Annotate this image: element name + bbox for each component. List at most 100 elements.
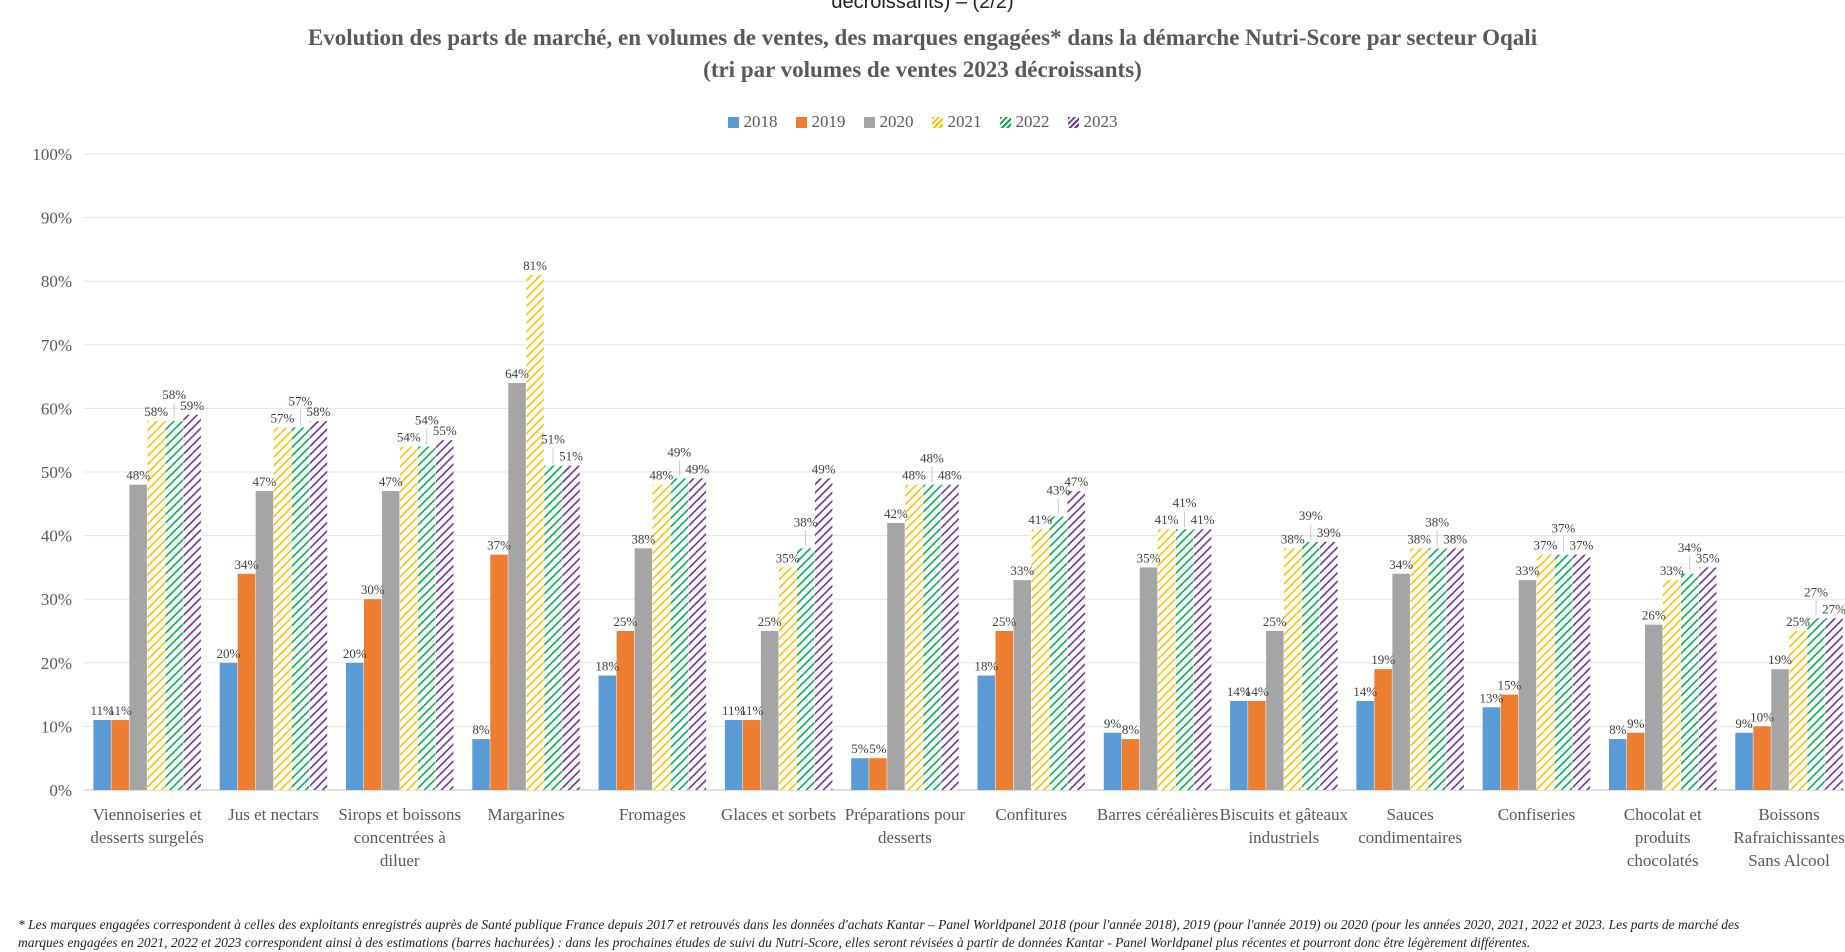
data-label: 9% bbox=[1627, 716, 1645, 731]
legend-label: 2022 bbox=[1015, 112, 1050, 131]
data-label: 8% bbox=[1609, 722, 1627, 737]
bar-2021 bbox=[1789, 631, 1807, 790]
data-label: 20% bbox=[217, 646, 241, 661]
data-label: 10% bbox=[1750, 709, 1774, 724]
data-label: 33% bbox=[1516, 563, 1540, 578]
bar-2021 bbox=[778, 567, 797, 790]
bar-2019 bbox=[1500, 694, 1519, 790]
x-category-label: desserts surgelés bbox=[90, 828, 203, 847]
y-tick-label: 80% bbox=[41, 272, 72, 291]
data-label: 37% bbox=[1534, 538, 1558, 553]
legend-label: 2020 bbox=[879, 112, 914, 131]
x-category-label: Boissons bbox=[1758, 805, 1819, 824]
x-category-label: chocolatés bbox=[1627, 851, 1699, 870]
bar-2023 bbox=[1572, 554, 1591, 790]
bar-2018 bbox=[1609, 739, 1627, 790]
bar-2022 bbox=[1049, 516, 1067, 790]
bar-2023 bbox=[814, 478, 833, 790]
data-label: 38% bbox=[1407, 531, 1431, 546]
bar-2022 bbox=[923, 484, 941, 790]
data-label: 38% bbox=[1443, 531, 1467, 546]
data-label: 9% bbox=[1735, 716, 1753, 731]
data-label: 59% bbox=[180, 398, 204, 413]
data-label: 47% bbox=[1064, 474, 1088, 489]
bar-2021 bbox=[273, 427, 292, 790]
data-label: 35% bbox=[1137, 550, 1161, 565]
legend-item-2022: 2022 bbox=[999, 112, 1050, 132]
bar-2021 bbox=[147, 421, 165, 790]
bar-2019 bbox=[490, 554, 508, 790]
data-label: 8% bbox=[1122, 722, 1140, 737]
bar-2018 bbox=[977, 675, 995, 790]
bar-2019 bbox=[869, 758, 887, 790]
data-label: 43% bbox=[1046, 483, 1070, 498]
data-label: 14% bbox=[1245, 684, 1269, 699]
data-label: 48% bbox=[902, 468, 926, 483]
y-tick-label: 40% bbox=[41, 527, 72, 546]
x-category-label: Barres céréalières bbox=[1097, 805, 1218, 824]
data-label: 19% bbox=[1371, 652, 1395, 667]
legend-swatch bbox=[931, 116, 943, 128]
data-label: 14% bbox=[1353, 684, 1377, 699]
x-category-label: Confiseries bbox=[1498, 805, 1575, 824]
bar-2021 bbox=[1410, 548, 1428, 790]
x-category-label: Margarines bbox=[487, 805, 564, 824]
y-tick-label: 70% bbox=[41, 336, 72, 355]
bar-2018 bbox=[219, 662, 238, 790]
x-category-label: Glaces et sorbets bbox=[721, 805, 836, 824]
bar-2020 bbox=[634, 548, 653, 790]
data-label: 39% bbox=[1317, 525, 1341, 540]
bar-2019 bbox=[995, 631, 1013, 790]
data-label: 18% bbox=[595, 659, 619, 674]
bar-2023 bbox=[1193, 529, 1212, 790]
bar-2018 bbox=[851, 758, 869, 790]
data-label: 34% bbox=[1389, 557, 1413, 572]
bar-2018 bbox=[1230, 700, 1248, 790]
bar-2018 bbox=[724, 720, 743, 790]
bar-2019 bbox=[111, 720, 129, 790]
bar-2020 bbox=[1013, 580, 1031, 790]
x-category-label: Biscuits et gâteaux bbox=[1220, 805, 1349, 824]
bar-2023 bbox=[1825, 618, 1843, 790]
data-label: 8% bbox=[472, 722, 490, 737]
data-label: 39% bbox=[1299, 508, 1323, 523]
data-label: 27% bbox=[1804, 584, 1828, 599]
data-label: 14% bbox=[1227, 684, 1251, 699]
bar-2022 bbox=[796, 548, 815, 790]
bar-2019 bbox=[1627, 732, 1645, 790]
bar-2023 bbox=[562, 465, 580, 790]
data-label: 51% bbox=[541, 432, 565, 447]
bar-2022 bbox=[1807, 618, 1825, 790]
data-label: 11% bbox=[90, 703, 114, 718]
x-category-label: Jus et nectars bbox=[228, 805, 319, 824]
bar-2020 bbox=[760, 631, 779, 790]
x-category-label: condimentaires bbox=[1358, 828, 1462, 847]
x-category-label: Chocolat et bbox=[1624, 805, 1702, 824]
data-label: 41% bbox=[1028, 512, 1052, 527]
bar-2022 bbox=[670, 478, 689, 790]
data-label: 81% bbox=[523, 258, 547, 273]
data-label: 18% bbox=[974, 659, 998, 674]
data-label: 25% bbox=[1786, 614, 1810, 629]
bar-2020 bbox=[129, 484, 147, 790]
y-tick-label: 20% bbox=[41, 654, 72, 673]
bar-2019 bbox=[364, 599, 382, 790]
data-label: 33% bbox=[1010, 563, 1034, 578]
x-category-label: Rafraichissantes bbox=[1733, 828, 1844, 847]
y-tick-label: 100% bbox=[32, 145, 72, 164]
bar-2022 bbox=[1681, 573, 1699, 790]
x-category-label: Sans Alcool bbox=[1748, 851, 1830, 870]
chart-title-line1: Evolution des parts de marché, en volume… bbox=[307, 25, 1538, 50]
data-label: 37% bbox=[487, 538, 511, 553]
bar-2021 bbox=[400, 446, 418, 790]
bar-2022 bbox=[1554, 554, 1573, 790]
x-category-label: Sirops et boissons bbox=[338, 805, 461, 824]
bar-2021 bbox=[1157, 529, 1176, 790]
x-category-label: industriels bbox=[1248, 828, 1319, 847]
legend-item-2019: 2019 bbox=[795, 112, 846, 132]
data-label: 33% bbox=[1660, 563, 1684, 578]
data-label: 49% bbox=[667, 444, 691, 459]
data-label: 25% bbox=[613, 614, 637, 629]
bar-2020 bbox=[1266, 631, 1284, 790]
